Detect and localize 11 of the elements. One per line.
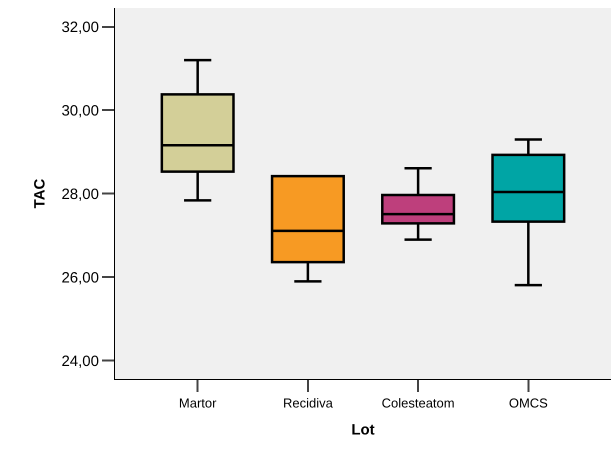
y-tick-label: 30,00 — [61, 102, 99, 120]
y-tick-label: 24,00 — [61, 352, 99, 370]
y-tick-label: 32,00 — [61, 19, 99, 36]
y-tick-label: 26,00 — [61, 269, 99, 286]
y-axis-title: TAC — [32, 178, 49, 208]
x-tick-label: Martor — [178, 396, 218, 411]
y-tick-label: 28,00 — [61, 186, 99, 203]
x-tick-label: OMCS — [508, 396, 548, 411]
x-tick-label: Recidiva — [282, 396, 334, 411]
x-tick-label: Colesteatom — [382, 396, 455, 411]
x-axis-title: Lot — [351, 422, 375, 439]
